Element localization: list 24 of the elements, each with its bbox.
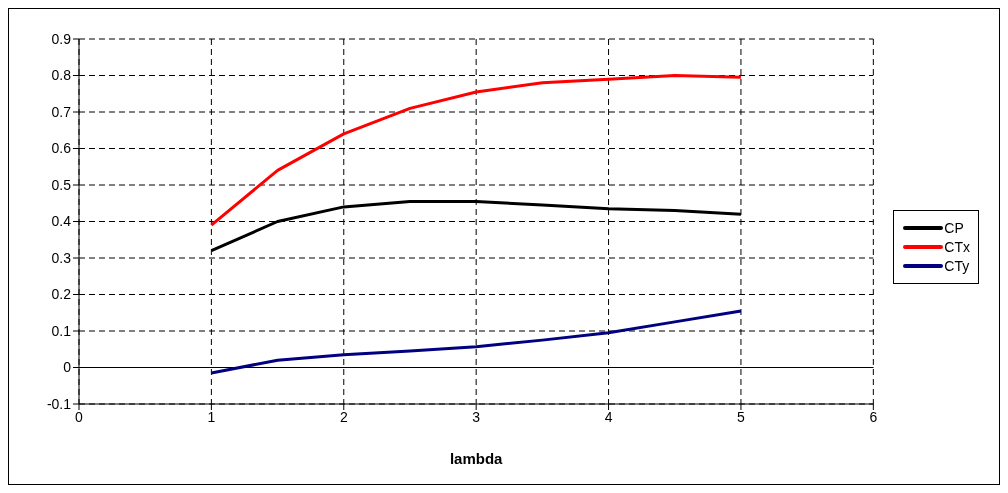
x-tick-label: 4	[604, 408, 613, 425]
y-tick-label: 0.9	[51, 30, 72, 47]
line-series	[209, 309, 743, 375]
y-tick-label: 0.3	[51, 249, 72, 266]
x-tick-label: 6	[869, 408, 878, 425]
legend-label: CTy	[944, 257, 970, 274]
y-tick-label: 0.4	[51, 213, 72, 230]
x-tick-label: 1	[207, 408, 216, 425]
x-tick-label: 0	[75, 408, 84, 425]
y-tick-label: 0.5	[51, 176, 72, 193]
y-tick-label: 0.8	[51, 67, 72, 84]
y-tick-label: 0.1	[51, 322, 72, 339]
x-tick-label: 3	[472, 408, 481, 425]
x-axis-title: lambda	[449, 450, 504, 467]
x-tick-label: 5	[737, 408, 746, 425]
x-tick-label: 2	[339, 408, 348, 425]
y-tick-label: 0	[63, 359, 72, 376]
legend-label: CTx	[944, 238, 970, 255]
line-series	[209, 74, 743, 227]
y-tick-label: 0.6	[51, 140, 72, 157]
y-tick-label: -0.1	[46, 395, 72, 412]
y-tick-label: 0.2	[51, 286, 72, 303]
y-tick-label: 0.7	[51, 103, 72, 120]
legend-label: CP	[944, 219, 964, 236]
